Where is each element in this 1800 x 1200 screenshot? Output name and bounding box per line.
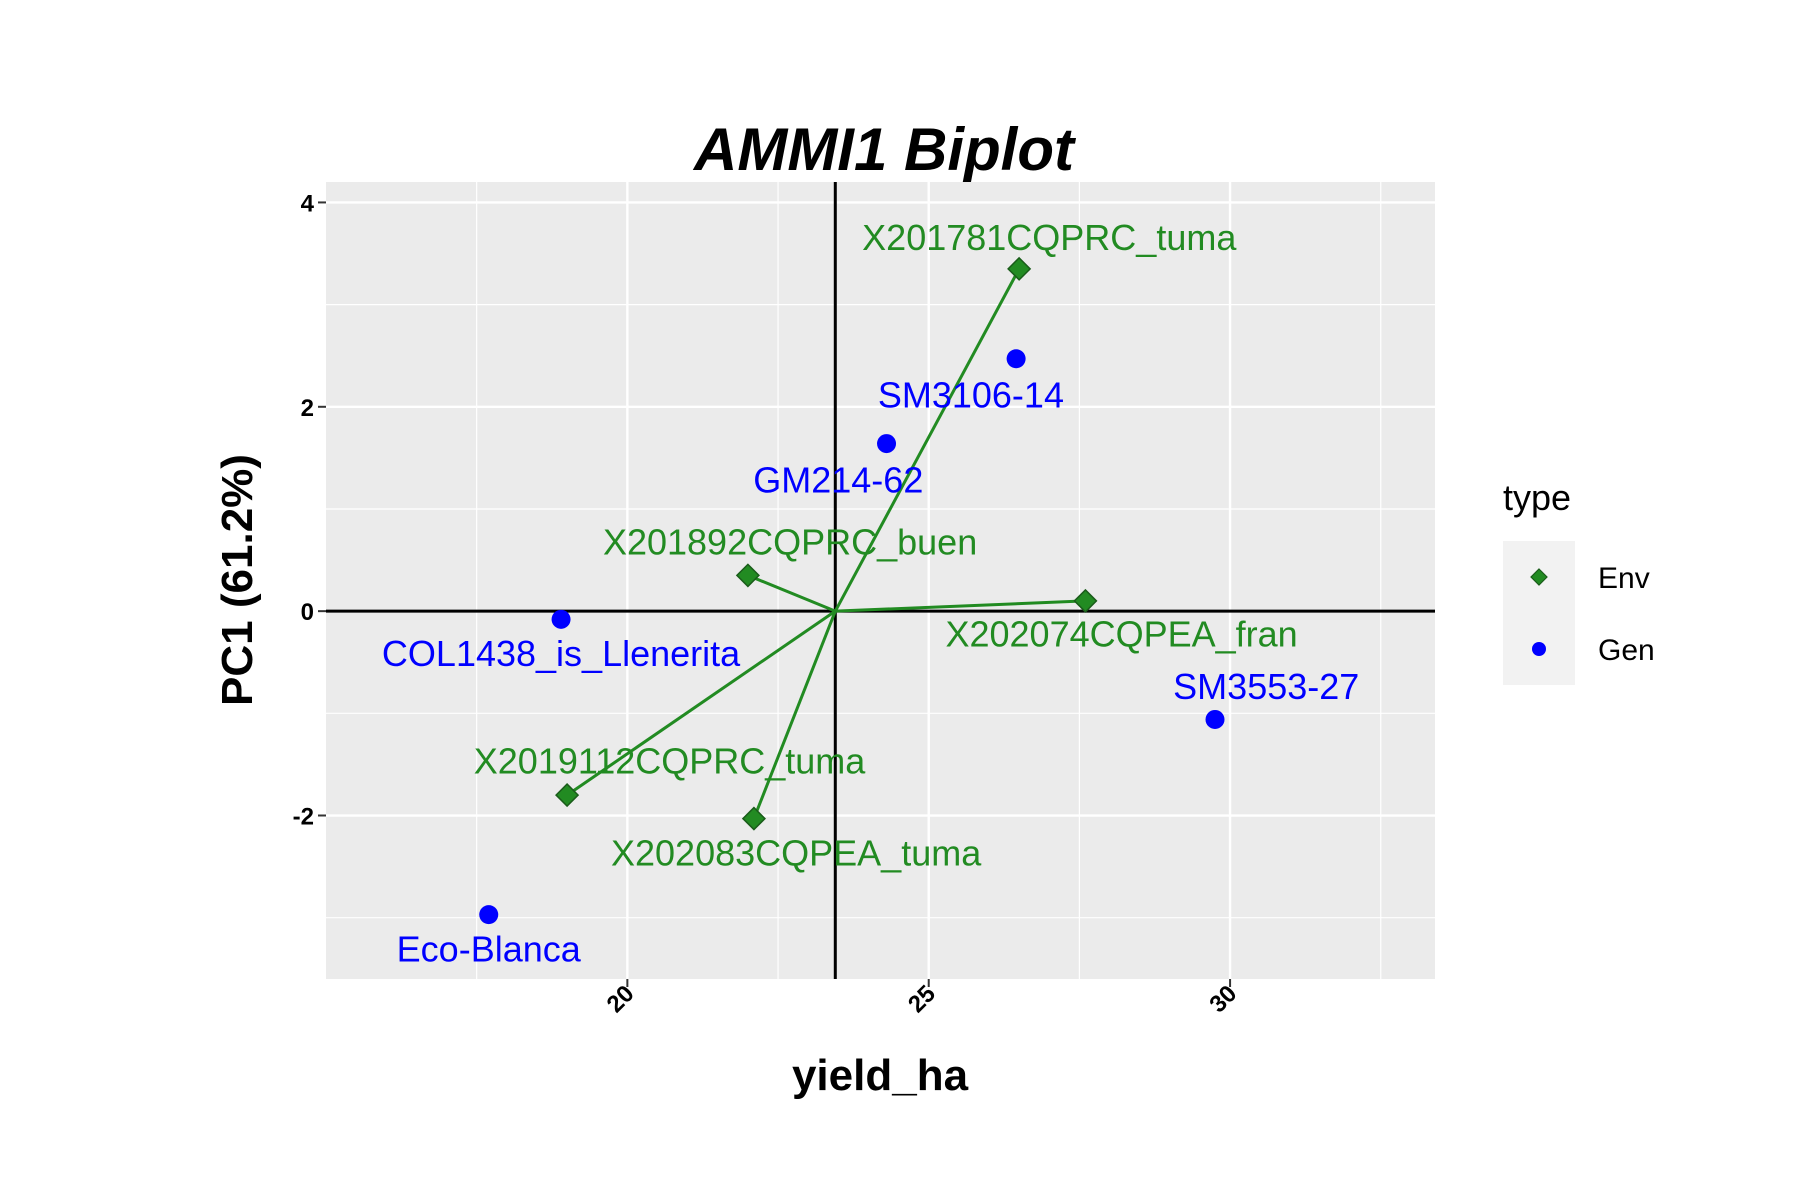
legend-key-background (1503, 541, 1575, 685)
legend: type Env Gen (1503, 477, 1655, 685)
gen-point-marker (1205, 709, 1225, 729)
x-tick-label: 20 (602, 980, 640, 1018)
x-tick-label: 30 (1204, 980, 1242, 1018)
data-points (479, 256, 1225, 925)
gen-point-label: SM3553-27 (1173, 666, 1359, 707)
legend-label: Env (1598, 562, 1650, 595)
y-tick-label: -2 (293, 804, 314, 831)
legend-key-gen (1532, 642, 1546, 656)
chart-title: AMMI1 Biplot (692, 116, 1077, 183)
env-point-label: X2019112CQPRC_tuma (474, 740, 867, 781)
env-point-label: X202083CQPEA_tuma (611, 832, 982, 873)
gen-point-marker (551, 609, 571, 629)
env-vector-line (747, 574, 836, 613)
env-point-label: X202074CQPEA_fran (945, 614, 1297, 655)
env-vector-line (835, 599, 1086, 613)
gen-point-label: SM3106-14 (878, 375, 1064, 416)
gen-point-label: GM214-62 (753, 459, 923, 500)
env-point-marker (555, 783, 580, 808)
env-point-label: X201892CQPRC_buen (603, 522, 977, 563)
env-vector-line (833, 268, 1021, 612)
gen-point-marker (479, 905, 499, 925)
env-point-marker (1073, 588, 1098, 613)
env-vector-line (566, 609, 837, 797)
env-vector-line (752, 610, 837, 820)
env-vectors (566, 268, 1086, 820)
gen-point-marker (1006, 349, 1026, 369)
env-point-marker (735, 563, 760, 588)
origin-reference-lines (326, 182, 1435, 979)
y-tick-label: 2 (301, 395, 314, 422)
y-tick-label: 4 (301, 190, 315, 217)
y-tick-label: 0 (301, 599, 314, 626)
point-labels: X201781CQPRC_tuma X201892CQPRC_buen X20207… (382, 217, 1359, 969)
legend-key-env (1530, 568, 1548, 586)
gen-point-label: Eco-Blanca (397, 928, 582, 969)
legend-title: type (1503, 477, 1571, 518)
y-axis-title: PC1 (61.2%) (213, 454, 262, 706)
env-point-label: X201781CQPRC_tuma (862, 217, 1237, 258)
plot-panel (326, 182, 1435, 979)
legend-label: Gen (1598, 634, 1655, 667)
x-tick-label: 25 (903, 980, 941, 1018)
x-axis-title: yield_ha (792, 1051, 969, 1100)
env-point-marker (1007, 256, 1032, 281)
env-point-marker (741, 806, 766, 831)
gen-point-marker (877, 434, 897, 454)
gen-point-label: COL1438_is_Llenerita (382, 633, 741, 674)
grid-lines (326, 182, 1435, 979)
